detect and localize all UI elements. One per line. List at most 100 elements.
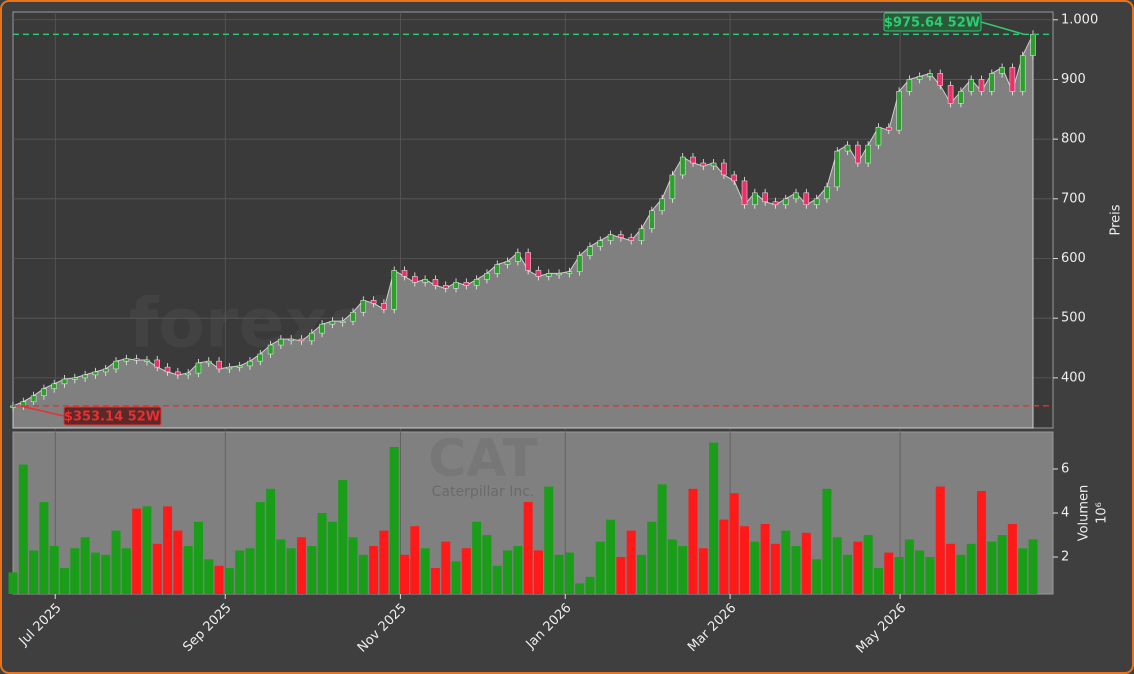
volume-bar [327, 521, 337, 594]
volume-bar [80, 537, 90, 594]
candle [803, 192, 810, 206]
candle [102, 368, 109, 373]
candle [916, 76, 923, 80]
candle [133, 358, 140, 361]
candle [298, 338, 305, 342]
volume-bar [740, 526, 750, 594]
volume-bar [441, 541, 451, 594]
candle [958, 91, 964, 104]
volume-bar [348, 537, 358, 594]
volume-bar [616, 557, 626, 594]
volume-bar [255, 501, 265, 594]
candle [216, 360, 222, 370]
candle [319, 323, 325, 334]
volume-bar [276, 539, 286, 594]
candle [92, 371, 99, 376]
volume-bar [657, 484, 667, 594]
candle [865, 144, 871, 164]
volume-bar [533, 550, 543, 594]
candle [195, 362, 202, 374]
volume-bar [482, 535, 492, 594]
y-axis-label: Volumen [1077, 485, 1092, 542]
y-axis-label: Preis [1109, 204, 1124, 235]
volume-bar [152, 543, 162, 594]
volume-bar [791, 546, 801, 594]
volume-bar [884, 552, 894, 594]
volume-bar [770, 543, 780, 594]
volume-bar [183, 546, 193, 594]
candle [752, 192, 758, 206]
volume-bar [822, 488, 832, 594]
y-tick-label: 1.000 [1061, 12, 1098, 27]
y-tick-label: 800 [1061, 132, 1086, 147]
volume-bar [863, 535, 873, 594]
candle [61, 378, 68, 385]
volume-bar [729, 493, 739, 594]
volume-bar [1028, 539, 1038, 594]
volume-bar [750, 541, 760, 594]
candle [824, 186, 830, 200]
candle [309, 332, 315, 342]
volume-bar [410, 526, 420, 594]
volume-bar [636, 554, 646, 594]
candle [782, 198, 789, 206]
volume-bar [976, 490, 986, 594]
y-axis-unit: 10⁶ [1095, 502, 1110, 524]
watermark-sub: Caterpillar Inc. [432, 484, 535, 500]
volume-bar [843, 554, 853, 594]
volume-bar [204, 559, 214, 594]
volume-bar [544, 486, 554, 594]
extreme-label: $353.14 52W [64, 410, 160, 425]
candle [566, 271, 573, 274]
volume-bar [245, 548, 255, 594]
candle [473, 279, 480, 286]
candle [144, 359, 150, 362]
candle [391, 270, 397, 310]
candle [175, 371, 181, 376]
volume-bar [678, 546, 688, 594]
volume-bar [111, 530, 121, 594]
volume-bar [472, 521, 482, 594]
volume-bar [173, 530, 183, 594]
candle [1030, 34, 1036, 56]
volume-bar [400, 554, 410, 594]
volume-bar [39, 501, 49, 594]
candle [494, 264, 500, 274]
volume-bar [987, 541, 997, 594]
candle [339, 320, 346, 323]
candle [154, 359, 160, 368]
candle [721, 162, 727, 176]
volume-bar [925, 557, 935, 594]
candle [350, 311, 356, 322]
volume-bar [513, 546, 523, 594]
candle [484, 273, 490, 280]
volume-bar [451, 561, 461, 594]
y-tick-label: 4 [1061, 506, 1069, 521]
volume-bar [49, 546, 59, 594]
volume-bar [688, 488, 698, 594]
volume-bar [606, 519, 616, 594]
candle [41, 388, 47, 397]
candle [360, 300, 367, 313]
y-tick-label: 2 [1061, 550, 1069, 565]
candle [793, 192, 799, 200]
volume-bar [101, 554, 111, 594]
candle [659, 198, 665, 211]
volume-bar [29, 550, 39, 594]
volume-bar [760, 524, 770, 594]
volume-bar [503, 550, 513, 594]
volume-bar [266, 488, 276, 594]
y-tick-label: 500 [1061, 311, 1086, 326]
candle [401, 270, 408, 277]
candle [927, 73, 933, 77]
volume-bar [193, 521, 203, 594]
candle [700, 162, 707, 167]
volume-bar [132, 508, 142, 594]
candle [226, 366, 233, 370]
extreme-box [63, 406, 162, 426]
candle [607, 234, 614, 241]
volume-bar [296, 537, 306, 594]
volume-bar [554, 554, 564, 594]
candle [504, 261, 511, 265]
